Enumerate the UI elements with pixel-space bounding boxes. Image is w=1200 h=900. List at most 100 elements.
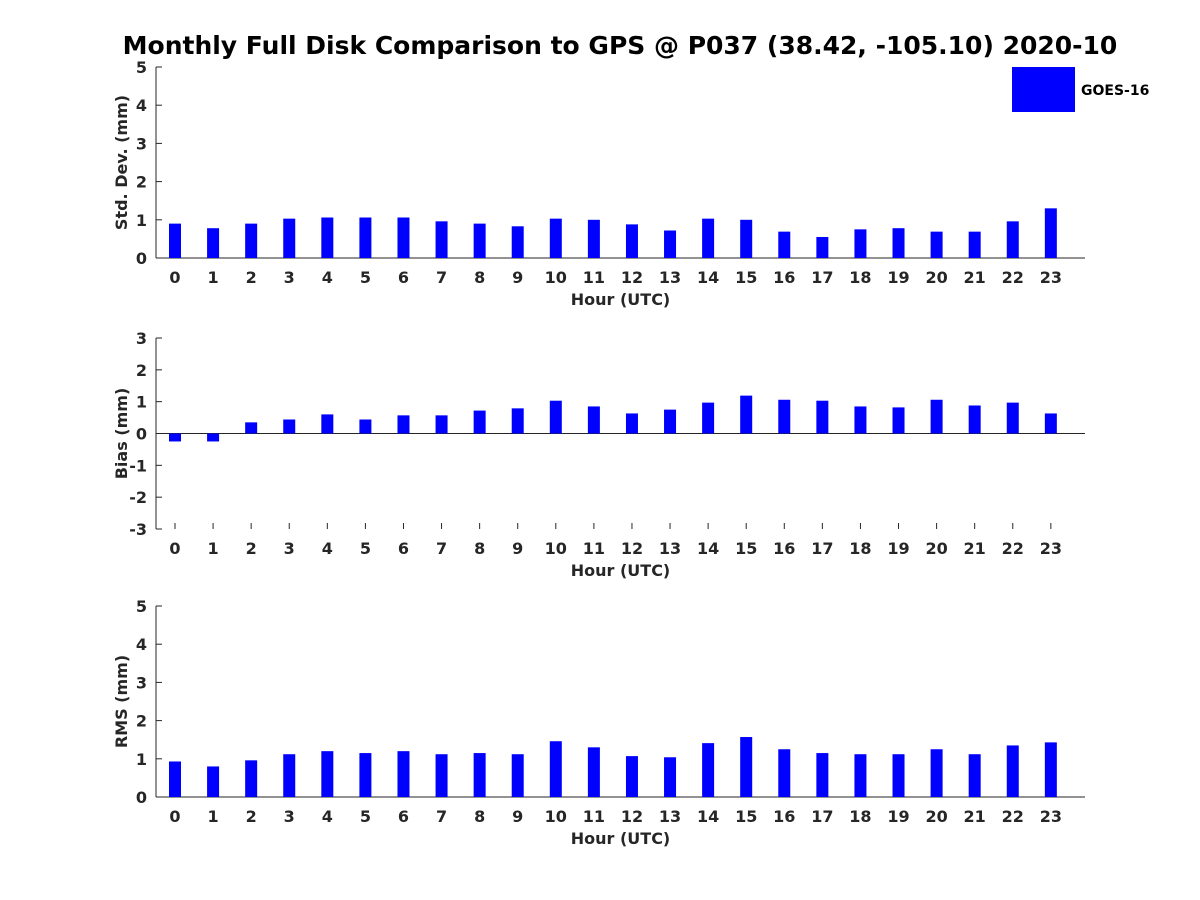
stddev-y-tick-label: 5: [136, 58, 147, 77]
bias-x-axis-label: Hour (UTC): [571, 561, 671, 580]
rms-bar: [854, 754, 867, 797]
bias-x-tick-label: 15: [735, 539, 757, 558]
bias-x-tick-label: 19: [887, 539, 909, 558]
rms-bar: [702, 743, 715, 797]
stddev-bar: [702, 218, 715, 258]
bias-bar: [968, 405, 981, 434]
bias-y-tick-label: -3: [129, 520, 147, 539]
rms-x-tick-label: 22: [1002, 807, 1024, 826]
stddev-bar: [930, 231, 943, 258]
bias-bar: [816, 400, 829, 434]
bias-bar: [283, 419, 296, 434]
rms-bar: [549, 741, 562, 797]
stddev-x-tick-label: 12: [621, 268, 643, 287]
rms-bar: [740, 737, 753, 797]
rms-bar: [664, 757, 677, 797]
stddev-x-tick-label: 20: [925, 268, 947, 287]
bias-bar: [169, 433, 181, 442]
bias-bar: [854, 406, 867, 434]
rms-x-tick-label: 21: [964, 807, 986, 826]
rms-y-tick-label: 2: [136, 712, 147, 731]
rms-bar: [511, 754, 524, 797]
bias-x-tick-label: 6: [398, 539, 409, 558]
stddev-y-tick-label: 0: [136, 249, 147, 268]
bias-x-tick-label: 0: [169, 539, 180, 558]
legend-swatch: [1012, 67, 1075, 112]
rms-bar: [207, 766, 220, 797]
bias-y-tick-label: -1: [129, 456, 147, 475]
bias-x-tick-label: 16: [773, 539, 795, 558]
stddev-y-tick-label: 4: [136, 96, 147, 115]
stddev-x-tick-label: 13: [659, 268, 681, 287]
rms-y-tick-label: 1: [136, 750, 147, 769]
rms-bar: [359, 753, 372, 797]
stddev-x-axis-label: Hour (UTC): [571, 290, 671, 309]
bias-y-axis-label: Bias (mm): [112, 388, 131, 480]
rms-y-tick-label: 3: [136, 673, 147, 692]
rms-y-tick-label: 5: [136, 597, 147, 616]
bias-x-tick-label: 23: [1040, 539, 1062, 558]
bias-x-tick-label: 5: [360, 539, 371, 558]
rms-x-tick-label: 19: [887, 807, 909, 826]
stddev-bar: [207, 228, 220, 258]
bias-bar: [359, 419, 372, 434]
bias-bar: [587, 406, 600, 434]
bias-bar: [664, 409, 677, 434]
legend: GOES-16: [1012, 67, 1149, 112]
bias-x-tick-label: 21: [964, 539, 986, 558]
stddev-bar: [321, 217, 334, 258]
rms-x-tick-label: 23: [1040, 807, 1062, 826]
bias-x-tick-label: 3: [284, 539, 295, 558]
stddev-x-tick-label: 6: [398, 268, 409, 287]
stddev-x-tick-label: 11: [583, 268, 605, 287]
stddev-bar: [664, 230, 677, 258]
bias-x-tick-label: 2: [246, 539, 257, 558]
bias-y-tick-label: 2: [136, 361, 147, 380]
rms-x-tick-label: 2: [246, 807, 257, 826]
rms-y-tick-label: 4: [136, 635, 147, 654]
rms-x-tick-label: 5: [360, 807, 371, 826]
bias-bar: [930, 399, 943, 434]
stddev-y-tick-label: 1: [136, 211, 147, 230]
stddev-x-tick-label: 14: [697, 268, 719, 287]
bias-bar: [778, 399, 791, 434]
stddev-bar: [397, 217, 410, 258]
stddev-bar: [1006, 221, 1019, 258]
bias-y-tick-label: 0: [136, 425, 147, 444]
stddev-x-tick-label: 18: [849, 268, 871, 287]
rms-bar: [816, 753, 829, 797]
rms-x-tick-label: 13: [659, 807, 681, 826]
rms-bar: [321, 751, 334, 797]
rms-bar: [473, 753, 486, 797]
stddev-bar: [968, 231, 981, 258]
rms-x-tick-label: 11: [583, 807, 605, 826]
rms-x-tick-label: 0: [169, 807, 180, 826]
rms-bar: [625, 756, 638, 797]
bias-x-tick-label: 7: [436, 539, 447, 558]
bias-y-tick-label: 3: [136, 329, 147, 348]
rms-bar: [435, 754, 448, 797]
bias-bar: [702, 402, 715, 434]
bias-bar: [1006, 402, 1019, 434]
rms-x-tick-label: 1: [208, 807, 219, 826]
bias-bar: [245, 422, 258, 434]
stddev-bar: [435, 221, 448, 258]
bias-bar: [207, 433, 220, 442]
bias-bar: [397, 415, 410, 434]
stddev-x-tick-label: 7: [436, 268, 447, 287]
bias-x-tick-label: 9: [512, 539, 523, 558]
bias-x-tick-label: 18: [849, 539, 871, 558]
stddev-x-tick-label: 23: [1040, 268, 1062, 287]
rms-x-tick-label: 10: [545, 807, 567, 826]
rms-x-tick-label: 14: [697, 807, 719, 826]
rms-x-tick-label: 16: [773, 807, 795, 826]
stddev-bar: [283, 218, 296, 258]
rms-x-tick-label: 18: [849, 807, 871, 826]
bias-x-tick-label: 12: [621, 539, 643, 558]
stddev-x-tick-label: 15: [735, 268, 757, 287]
stddev-bar: [511, 226, 524, 258]
stddev-bar: [816, 236, 829, 258]
stddev-bar: [473, 223, 486, 258]
